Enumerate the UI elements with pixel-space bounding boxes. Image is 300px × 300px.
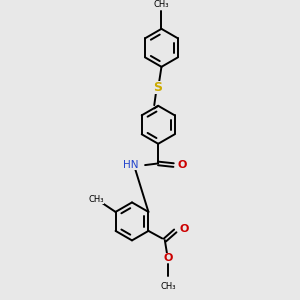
Text: HN: HN bbox=[123, 160, 139, 170]
Text: O: O bbox=[164, 253, 173, 263]
Text: CH₃: CH₃ bbox=[160, 282, 176, 291]
Text: O: O bbox=[178, 160, 187, 170]
Text: CH₃: CH₃ bbox=[154, 0, 169, 9]
Text: S: S bbox=[153, 81, 162, 94]
Text: CH₃: CH₃ bbox=[88, 195, 103, 204]
Text: O: O bbox=[179, 224, 189, 234]
